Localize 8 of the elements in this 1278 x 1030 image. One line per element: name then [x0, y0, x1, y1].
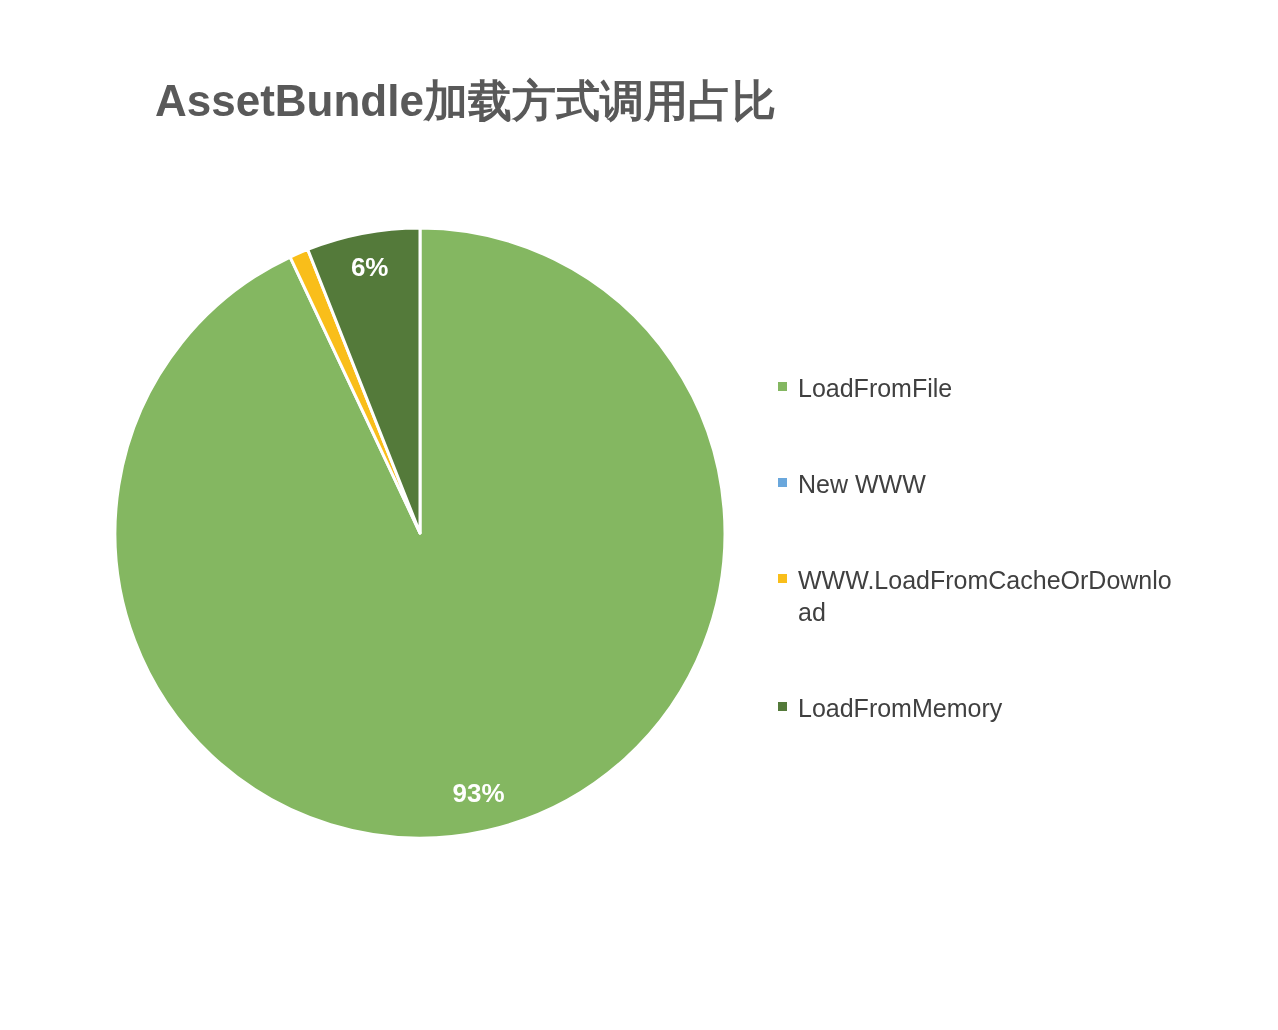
legend-label: LoadFromMemory: [798, 694, 1003, 722]
chart-title: AssetBundle加载方式调用占比: [155, 75, 776, 127]
legend-label: LoadFromFile: [798, 374, 953, 402]
data-label: 93%: [452, 777, 505, 808]
legend-label: WWW.LoadFromCacheOrDownload: [798, 566, 1172, 626]
pie-slice: [113, 226, 727, 840]
data-label: 6%: [350, 252, 389, 283]
legend-label: New WWW: [798, 470, 926, 498]
